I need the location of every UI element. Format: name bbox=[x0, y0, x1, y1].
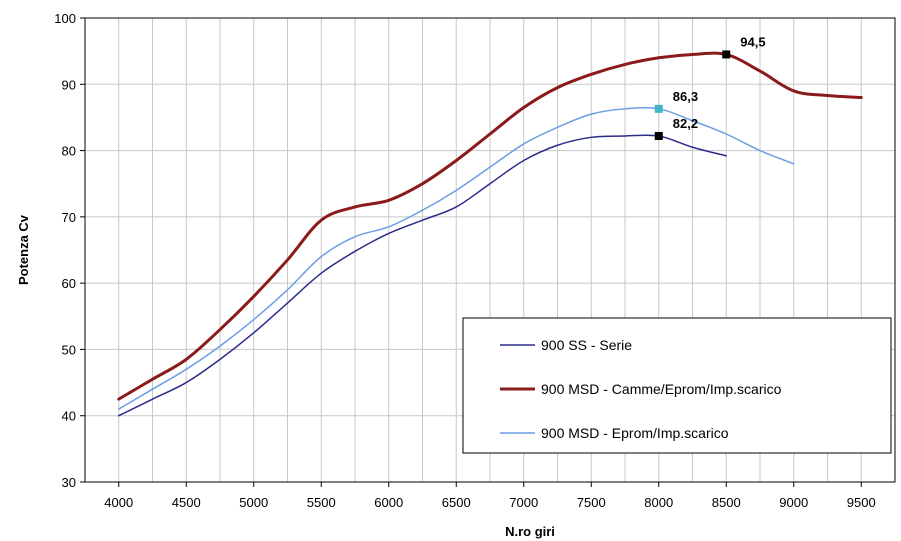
legend-box bbox=[462, 317, 892, 454]
legend-label-eprom: 900 MSD - Eprom/Imp.scarico bbox=[541, 425, 729, 441]
x-tick-label: 7500 bbox=[577, 495, 606, 510]
x-axis-label: N.ro giri bbox=[505, 524, 555, 539]
x-tick-label: 8500 bbox=[712, 495, 741, 510]
series-lines bbox=[117, 51, 863, 417]
x-tick-label: 5000 bbox=[239, 495, 268, 510]
legend: 900 SS - Serie 900 MSD - Camme/Eprom/Imp.… bbox=[462, 317, 892, 454]
x-tick-label: 6500 bbox=[442, 495, 471, 510]
legend-label-serie: 900 SS - Serie bbox=[541, 337, 632, 353]
legend-label-camme: 900 MSD - Camme/Eprom/Imp.scarico bbox=[541, 381, 782, 397]
peak-annotations: 94,5 86,3 82,2 bbox=[654, 34, 766, 140]
y-axis-label: Potenza Cv bbox=[16, 214, 31, 285]
y-axis-ticks: 30 40 50 60 70 80 90 100 bbox=[54, 11, 85, 490]
series-line-eprom bbox=[118, 106, 795, 410]
x-tick-label: 4000 bbox=[104, 495, 133, 510]
y-tick-label: 80 bbox=[62, 144, 76, 159]
y-tick-label: 70 bbox=[62, 210, 76, 225]
x-axis-ticks: 4000 4500 5000 5500 6000 6500 7000 7500 8000 8500… bbox=[104, 482, 876, 510]
x-tick-label: 9500 bbox=[847, 495, 876, 510]
x-tick-label: 6000 bbox=[374, 495, 403, 510]
peak-label: 82,2 bbox=[673, 116, 698, 131]
peak-label: 94,5 bbox=[740, 34, 765, 49]
x-tick-label: 8000 bbox=[644, 495, 673, 510]
x-tick-label: 7000 bbox=[509, 495, 538, 510]
x-tick-label: 9000 bbox=[779, 495, 808, 510]
x-tick-label: 4500 bbox=[172, 495, 201, 510]
y-tick-label: 50 bbox=[62, 342, 76, 357]
y-tick-label: 90 bbox=[62, 77, 76, 92]
peak-marker bbox=[654, 131, 663, 140]
y-tick-label: 100 bbox=[54, 11, 76, 26]
y-tick-label: 40 bbox=[62, 409, 76, 424]
peak-marker bbox=[654, 104, 663, 113]
series-line-serie bbox=[118, 134, 727, 417]
series-line-camme bbox=[117, 51, 863, 401]
y-tick-label: 60 bbox=[62, 276, 76, 291]
plot-area bbox=[84, 17, 896, 483]
peak-label: 86,3 bbox=[673, 89, 698, 104]
peak-marker bbox=[722, 50, 731, 59]
y-tick-label: 30 bbox=[62, 475, 76, 490]
x-tick-label: 5500 bbox=[307, 495, 336, 510]
